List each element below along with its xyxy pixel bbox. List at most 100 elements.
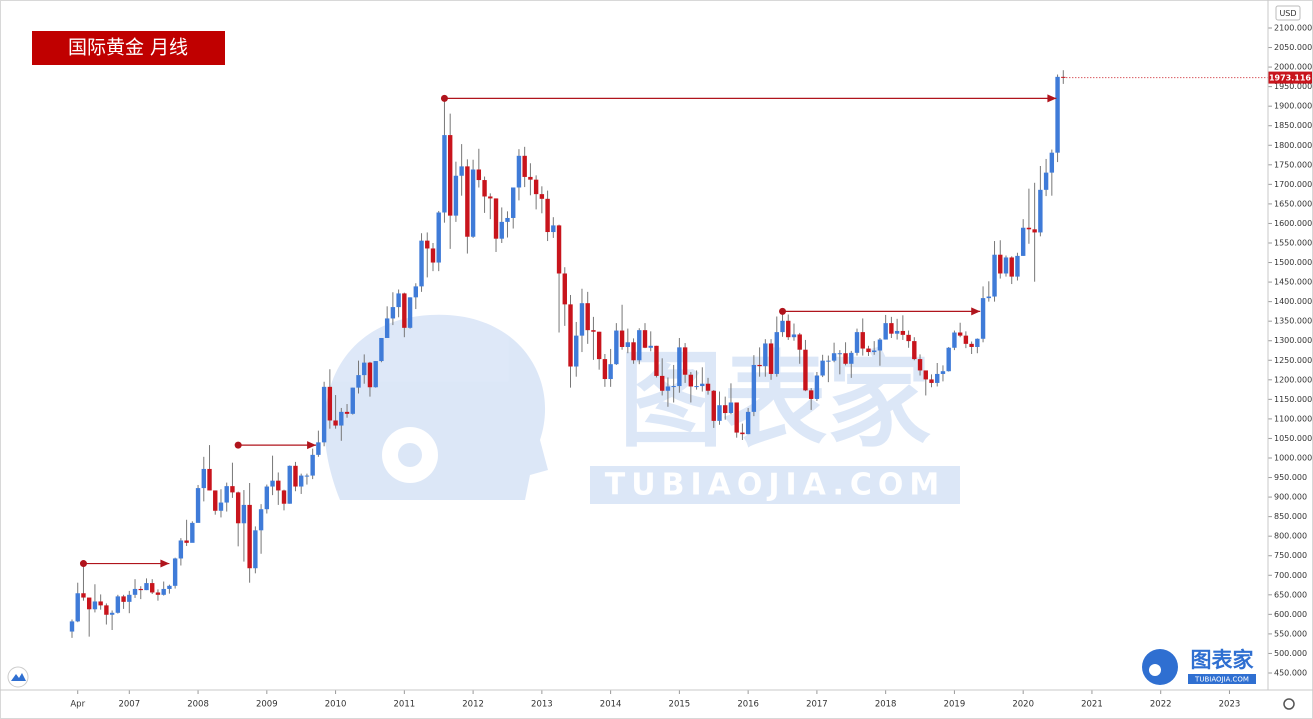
candle-body <box>304 475 310 477</box>
candle-body <box>402 293 407 328</box>
y-tick-label: 1800.000 <box>1274 141 1312 150</box>
candle-body <box>797 334 802 350</box>
currency-box <box>1275 5 1301 21</box>
candle-body <box>894 330 900 334</box>
candle-body <box>522 155 527 177</box>
watermark-band <box>590 466 960 504</box>
candle-body <box>379 337 384 362</box>
candle-body <box>413 286 418 298</box>
candle-body <box>854 332 860 353</box>
y-tick-label: 1250.000 <box>1274 356 1312 365</box>
candle-body <box>843 353 848 364</box>
candle-body <box>808 390 814 399</box>
candle-body <box>975 338 980 347</box>
x-tick-label: 2007 <box>118 700 140 710</box>
candle-body <box>1038 189 1043 233</box>
candle-body <box>195 488 201 523</box>
candle-body <box>75 593 80 622</box>
y-tick-label: 2050.000 <box>1274 43 1312 52</box>
y-tick-label: 600.000 <box>1274 610 1307 619</box>
level-arrow <box>307 441 317 450</box>
candle-body <box>963 335 969 344</box>
x-tick-label: 2018 <box>875 700 897 710</box>
candle-body <box>453 175 459 216</box>
candle-body <box>419 240 424 287</box>
candle-body <box>132 588 138 595</box>
y-tick-label: 1500.000 <box>1274 258 1312 267</box>
gear-icon[interactable] <box>1283 698 1295 710</box>
candle-body <box>608 364 613 380</box>
candle-body <box>430 248 436 263</box>
candle-body <box>1026 227 1032 230</box>
candle-body <box>568 304 573 367</box>
candle-body <box>556 225 562 274</box>
candle-body <box>465 166 470 237</box>
candle-body <box>757 364 762 367</box>
candle-body <box>161 588 166 595</box>
candle-body <box>596 331 602 360</box>
candle-body <box>648 345 653 348</box>
level-arrow <box>160 559 170 568</box>
candle-body <box>316 442 321 455</box>
candle-body <box>390 307 396 319</box>
candle-body <box>688 374 694 387</box>
y-tick-label: 1350.000 <box>1274 317 1312 326</box>
candle-body <box>883 323 888 340</box>
candle-body <box>682 347 688 375</box>
candle-body <box>287 465 292 504</box>
candle-body <box>826 360 831 362</box>
candle-body <box>533 179 539 195</box>
candle-body <box>986 296 991 299</box>
candle-body <box>92 601 98 610</box>
candle-body <box>740 432 745 435</box>
candle-body <box>511 187 516 218</box>
candle-body <box>929 379 934 383</box>
candle-body <box>637 330 642 361</box>
last-price-label: 1973.116 <box>1269 74 1311 83</box>
candle-body <box>115 596 121 613</box>
candle-body <box>774 332 779 374</box>
x-tick-label: 2020 <box>1012 700 1034 710</box>
candle-body <box>321 386 327 443</box>
candle-body <box>717 405 722 421</box>
candle-body <box>505 217 510 222</box>
candle-body <box>614 330 619 365</box>
candle-body <box>831 353 837 361</box>
x-tick-label: 2012 <box>462 700 484 710</box>
candle-body <box>247 504 252 569</box>
logo-brand: 图表家 <box>1191 648 1255 672</box>
corner-logo: 图表家 TUBIAOJIA.COM <box>1142 648 1256 685</box>
candle-body <box>700 383 705 387</box>
x-tick-label: 2016 <box>737 700 759 710</box>
candle-body <box>516 155 522 188</box>
candle-body <box>671 386 676 388</box>
candle-body <box>270 480 275 487</box>
candle-body <box>574 335 579 367</box>
y-tick-label: 1300.000 <box>1274 336 1312 345</box>
candle-body <box>356 375 361 388</box>
y-tick-label: 1950.000 <box>1274 82 1312 91</box>
candle-body <box>631 342 636 361</box>
candle-body <box>998 254 1003 274</box>
y-tick-label: 550.000 <box>1274 629 1307 638</box>
x-tick-label: 2013 <box>531 700 553 710</box>
candle-body <box>299 475 304 487</box>
candle-body <box>539 194 545 199</box>
level-dot <box>79 560 87 568</box>
currency: USD <box>1279 9 1296 18</box>
candle-body <box>940 371 946 374</box>
candle-body <box>470 169 476 237</box>
candle-body <box>1009 257 1014 277</box>
candle-body <box>167 585 172 589</box>
candle-body <box>969 343 974 347</box>
y-tick-label: 1400.000 <box>1274 297 1312 306</box>
candle-body <box>178 540 184 559</box>
candle-body <box>264 486 270 510</box>
candle-body <box>763 343 768 367</box>
level-arrow <box>971 307 981 316</box>
candle-body <box>562 273 567 305</box>
candle-body <box>172 558 178 586</box>
y-tick-label: 800.000 <box>1274 532 1307 541</box>
candle-body <box>659 375 665 391</box>
